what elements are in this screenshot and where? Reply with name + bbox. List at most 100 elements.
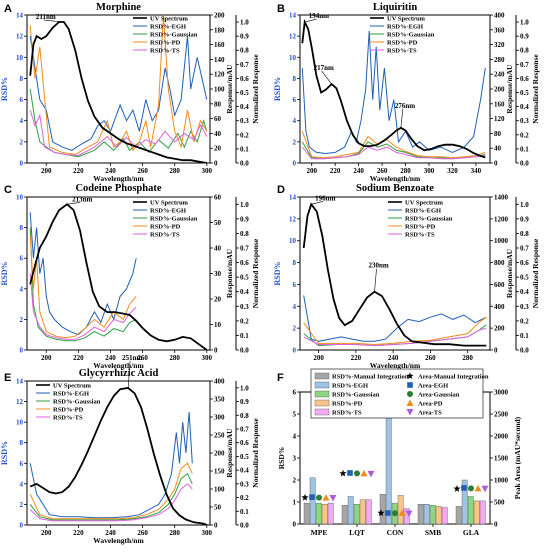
normalized-tick-label: 1.0 — [240, 384, 249, 392]
series-line-rsd-gaussian — [29, 472, 193, 521]
normalized-tick-label: 0.2 — [240, 131, 249, 139]
y-tick-label: 12 — [289, 33, 297, 41]
peak-annotation: 276nm — [395, 102, 415, 110]
x-tick-label: 240 — [353, 167, 364, 175]
marker-area-manual-integration — [377, 509, 385, 517]
y-tick-label: 0 — [293, 347, 297, 355]
legend-label: RSD%-PD — [387, 39, 418, 46]
right-axis-label-response: Response/mAU — [225, 64, 234, 114]
legend-label: RSD%-Gaussian — [387, 31, 435, 38]
marker-area-egh — [309, 494, 315, 500]
marker-area-manual-integration — [453, 485, 461, 492]
category-label: SMB — [425, 528, 441, 537]
x-tick-label: 280 — [169, 354, 180, 362]
marker-area-egh — [461, 485, 467, 491]
right-tick-label: 180 — [214, 26, 225, 34]
legend-box — [310, 368, 484, 419]
normalized-tick-label: 0.3 — [520, 303, 529, 311]
legend-label: RSD%-PD — [405, 223, 436, 230]
legend-label: RSD%-EGH — [387, 23, 423, 30]
right-tick-label: 160 — [494, 100, 505, 108]
peak-annotation: 213nm — [72, 195, 92, 203]
series-line-rsd-egh — [29, 36, 208, 151]
right-tick-label: 140 — [214, 56, 225, 64]
normalized-tick-label: 0.0 — [520, 347, 529, 355]
marker-area-ts — [405, 510, 413, 517]
annotation-arrow — [321, 70, 332, 85]
bar-rsd-ts — [365, 499, 372, 525]
normalized-tick-label: 0.7 — [240, 426, 249, 434]
y-tick-label: 4 — [20, 285, 24, 293]
y-tick-label: 0 — [293, 521, 297, 529]
x-axis-label: Wavelength/nm — [93, 361, 144, 370]
right-axis-label-response: Response/mAU — [505, 248, 514, 298]
right-tick-label: 1000 — [494, 477, 509, 485]
legend-marker — [407, 391, 413, 397]
bar-rsd-gaussian — [467, 496, 474, 525]
right-tick-label: 2000 — [494, 433, 509, 441]
x-tick-label: 260 — [137, 167, 148, 175]
right-tick-label: 0 — [494, 347, 498, 355]
x-tick-label: 280 — [169, 167, 180, 175]
marker-area-pd — [360, 469, 368, 477]
y-tick-label: 4 — [293, 117, 297, 125]
legend-label: UV Spectrum — [387, 15, 426, 22]
normalized-tick-label: 0.7 — [240, 245, 249, 253]
chart-title: Glycyrrhizic Acid — [79, 368, 159, 379]
bar-rsd-manual-integration — [417, 504, 424, 525]
y-axis-label: RSD% — [0, 261, 9, 285]
y-tick-label: 2 — [20, 138, 24, 146]
legend-label: RSD%-TS — [150, 47, 180, 54]
y-tick-label: 6 — [293, 96, 297, 104]
bar-rsd-pd — [473, 500, 480, 525]
normalized-tick-label: 0.4 — [240, 288, 249, 296]
y-tick-label: 8 — [20, 224, 24, 232]
x-tick-label: 240 — [105, 354, 116, 362]
right-axis-label-normalized: Normalized Response — [251, 418, 260, 488]
legend-label: UV Spectrum — [150, 15, 189, 22]
legend-label: RSD%-EGH — [150, 23, 186, 30]
right-tick-label: 50 — [214, 504, 222, 512]
right-tick-label: 150 — [214, 468, 225, 476]
y-tick-label: 14 — [289, 194, 297, 202]
normalized-tick-label: 1.0 — [240, 19, 249, 27]
normalized-tick-label: 0.0 — [520, 160, 529, 168]
right-tick-label: 400 — [494, 12, 505, 20]
peak-annotation: 251nm — [122, 354, 142, 362]
y-axis-label: RSD% — [0, 77, 9, 101]
y-tick-label: 14 — [16, 12, 24, 20]
bar-rsd-gaussian — [429, 505, 436, 525]
y-tick-label: 14 — [16, 378, 24, 386]
plot-area — [301, 18, 486, 160]
legend-label: Area-EGH — [418, 383, 448, 390]
y-tick-label: 8 — [293, 75, 297, 83]
normalized-tick-label: 0.3 — [240, 480, 249, 488]
normalized-tick-label: 1.0 — [520, 201, 529, 209]
normalized-tick-label: 0.1 — [240, 145, 249, 153]
annotation-arrow — [400, 108, 404, 128]
normalized-tick-label: 0.6 — [240, 75, 249, 83]
series-line-rsd-pd — [29, 462, 193, 520]
x-tick-label: 220 — [73, 167, 84, 175]
y-tick-label: 0 — [20, 347, 24, 355]
y-tick-label: 8 — [20, 75, 24, 83]
normalized-tick-label: 0.4 — [240, 467, 249, 475]
marker-area-pd — [322, 494, 330, 501]
marker-area-gaussian — [354, 470, 360, 477]
normalized-tick-label: 0.1 — [240, 508, 249, 516]
right-tick-label: 3000 — [494, 389, 509, 397]
y-tick-label: 12 — [16, 398, 24, 406]
right-tick-label: 300 — [214, 414, 225, 422]
bar-rsd-gaussian — [353, 504, 360, 525]
series-line-rsd-pd — [303, 316, 487, 346]
legend: UV SpectrumRSD%-EGHRSD%-GaussianRSD%-PDR… — [133, 15, 198, 54]
panel-label: D — [277, 184, 285, 196]
right-tick-label: 80 — [214, 100, 222, 108]
normalized-tick-label: 0.8 — [240, 47, 249, 55]
bar-rsd-manual-integration — [379, 494, 386, 525]
right-tick-label: 40 — [494, 145, 502, 153]
right-tick-label: 360 — [494, 26, 505, 34]
peak-annotation: 194nm — [309, 12, 329, 20]
normalized-tick-label: 0.1 — [520, 145, 529, 153]
